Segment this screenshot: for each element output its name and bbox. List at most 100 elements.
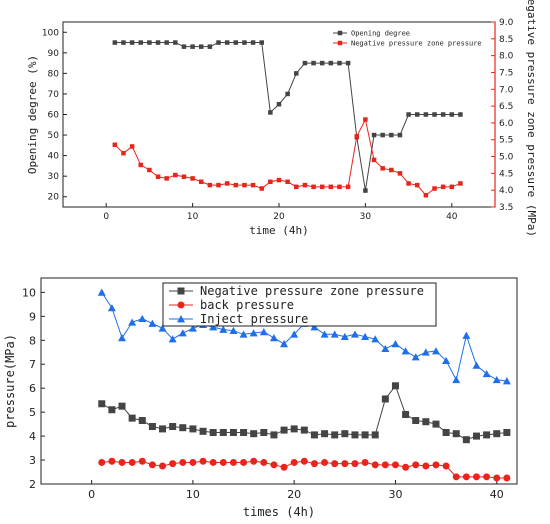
- data-point: [350, 330, 359, 338]
- data-point: [118, 458, 126, 466]
- data-point: [302, 182, 308, 188]
- data-point: [300, 426, 308, 434]
- data-point: [432, 112, 437, 117]
- data-point: [493, 430, 501, 438]
- y-right-tick-label: 4.0: [499, 186, 514, 196]
- data-point: [371, 461, 379, 469]
- data-point: [98, 458, 106, 466]
- data-point: [341, 430, 349, 438]
- y-tick-label: 6: [29, 382, 36, 395]
- data-point: [311, 60, 316, 66]
- y-right-tick-label: 7.0: [499, 85, 514, 95]
- data-point: [310, 431, 318, 439]
- data-point: [330, 330, 339, 338]
- data-point: [128, 458, 136, 466]
- data-point: [472, 432, 480, 440]
- data-point: [181, 44, 187, 49]
- data-point: [190, 44, 195, 49]
- data-point: [294, 71, 299, 76]
- legend-label: Opening degree: [351, 30, 410, 38]
- data-point: [280, 463, 288, 471]
- data-point: [112, 40, 118, 45]
- data-point: [406, 112, 411, 117]
- data-point: [351, 431, 359, 439]
- data-point: [442, 356, 451, 364]
- data-point: [345, 60, 351, 66]
- data-point: [148, 423, 156, 431]
- data-point: [250, 457, 258, 465]
- data-point: [328, 184, 334, 190]
- data-point: [381, 461, 389, 469]
- x-tick-label: 40: [446, 212, 458, 222]
- data-point: [138, 417, 146, 425]
- data-point: [250, 182, 256, 188]
- data-point: [354, 134, 360, 139]
- data-point: [148, 461, 156, 469]
- data-point: [233, 182, 239, 188]
- data-point: [397, 132, 403, 138]
- data-point: [423, 192, 429, 198]
- y-right-tick-label: 5.0: [499, 153, 514, 163]
- data-point: [363, 117, 368, 122]
- data-point: [229, 429, 237, 436]
- data-point: [340, 332, 349, 341]
- y-tick-label: 50: [48, 131, 60, 141]
- x-tick-label: 40: [490, 488, 504, 501]
- data-point: [138, 457, 146, 465]
- y-tick-label: 2: [29, 478, 36, 491]
- data-point: [159, 425, 167, 433]
- data-point: [118, 334, 127, 342]
- data-point: [224, 181, 230, 186]
- y-tick-label: 100: [42, 28, 59, 38]
- y-right-tick-label: 6.0: [499, 119, 514, 129]
- y-axis-label: pressure(MPa): [3, 334, 17, 428]
- data-point: [472, 361, 481, 369]
- data-point: [189, 458, 197, 466]
- data-point: [371, 335, 380, 343]
- data-point: [331, 460, 339, 468]
- data-point: [112, 142, 118, 148]
- data-point: [300, 457, 308, 465]
- data-point: [121, 150, 126, 156]
- y-tick-label: 4: [29, 430, 36, 443]
- data-point: [121, 40, 126, 45]
- data-point: [276, 177, 282, 183]
- y-tick-label: 90: [48, 49, 60, 59]
- data-point: [432, 461, 440, 469]
- data-point: [391, 461, 399, 469]
- data-point: [402, 463, 410, 471]
- data-point: [432, 420, 440, 428]
- data-point: [138, 40, 144, 45]
- data-point: [155, 174, 161, 179]
- data-point: [107, 304, 116, 312]
- data-point: [169, 460, 177, 468]
- x-tick-label: 30: [388, 488, 402, 501]
- y-right-tick-label: 8.0: [499, 52, 514, 62]
- data-point: [128, 414, 136, 422]
- x-axis-label: time (4h): [249, 224, 309, 237]
- y-right-axis-label: Negative pressure zone pressure (MPa): [525, 0, 538, 237]
- data-point: [129, 40, 135, 45]
- data-point: [250, 430, 258, 438]
- data-point: [422, 418, 430, 426]
- data-point: [250, 40, 256, 45]
- data-point: [442, 462, 450, 470]
- data-point: [401, 347, 410, 355]
- y-tick-label: 40: [48, 152, 60, 162]
- data-point: [406, 181, 411, 186]
- data-point: [381, 395, 389, 403]
- y-right-tick-label: 5.5: [499, 136, 513, 146]
- legend-label: Inject pressure: [200, 312, 308, 326]
- data-point: [242, 40, 247, 45]
- data-point: [285, 179, 290, 185]
- data-point: [502, 377, 511, 385]
- legend-marker: [337, 40, 343, 46]
- data-point: [321, 430, 329, 438]
- data-point: [361, 458, 369, 466]
- data-point: [207, 182, 213, 188]
- data-point: [280, 426, 288, 434]
- data-point: [294, 184, 299, 190]
- data-point: [179, 458, 187, 466]
- data-point: [492, 375, 501, 384]
- data-point: [159, 462, 167, 470]
